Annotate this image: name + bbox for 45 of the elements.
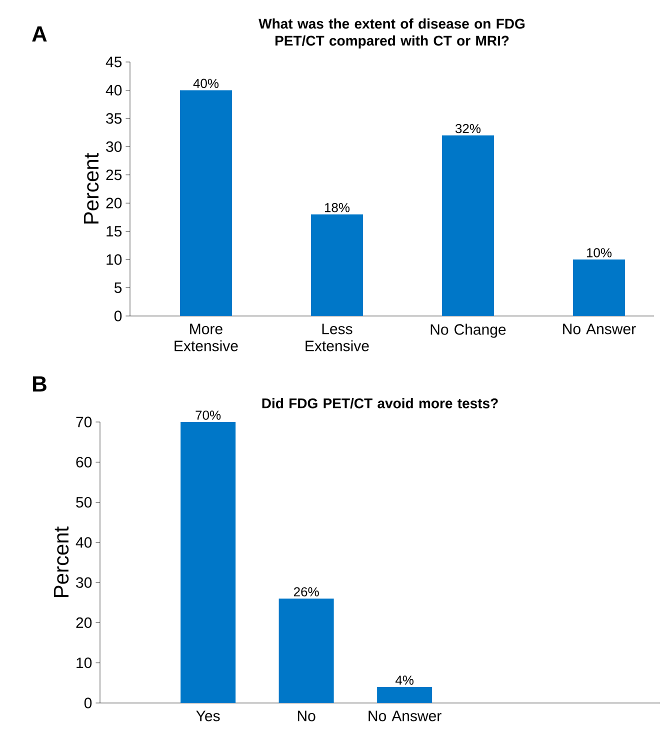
x-tick-label: Yes <box>196 710 220 722</box>
y-tick-label: 10 <box>76 658 92 668</box>
bar <box>377 686 432 703</box>
y-tick-label: 50 <box>76 496 92 508</box>
data-label: 18% <box>324 202 350 212</box>
x-tick-label: No <box>298 710 316 722</box>
y-tick-label: 15 <box>106 226 122 237</box>
bar <box>180 422 236 703</box>
y-tick-label: 5 <box>114 282 122 293</box>
data-label: 40% <box>193 78 219 88</box>
bar <box>310 214 363 316</box>
x-tick-label: More Extensive <box>174 324 238 352</box>
y-axis-title: Percent <box>54 526 69 597</box>
x-tick-label: Less Extensive <box>306 324 369 352</box>
data-label: 70% <box>196 410 221 420</box>
data-label: 26% <box>294 587 319 596</box>
x-tick-label: No Answer <box>368 710 442 722</box>
y-tick-label: 35 <box>106 113 122 124</box>
y-tick-label: 40 <box>76 537 92 548</box>
y-tick-label: 40 <box>106 84 122 96</box>
bar <box>442 135 494 316</box>
y-tick-label: 20 <box>76 617 92 628</box>
y-tick-label: 0 <box>84 698 92 708</box>
y-tick-label: 60 <box>76 456 92 468</box>
y-tick-label: 20 <box>106 198 122 208</box>
data-label: 10% <box>586 248 612 258</box>
bar <box>278 598 334 703</box>
x-tick-label: No Answer <box>563 324 636 334</box>
y-tick-label: 70 <box>76 416 92 428</box>
y-tick-label: 45 <box>106 56 122 68</box>
bar <box>180 90 232 316</box>
y-tick-label: 30 <box>76 577 92 588</box>
chart-title: Did FDG PET/CT avoid more tests? <box>262 398 498 408</box>
data-label: 4% <box>395 676 414 685</box>
y-tick-label: 0 <box>114 310 122 322</box>
y-tick-label: 10 <box>106 254 122 265</box>
data-label: 32% <box>455 124 481 134</box>
y-axis-title: Percent <box>84 152 99 224</box>
x-tick-label: No Change <box>430 324 506 338</box>
y-tick-label: 25 <box>106 170 122 180</box>
chart-title: What was the extent of disease on FDG PET/CT compared with CT or MRI? <box>258 18 525 48</box>
text: A <box>32 26 47 42</box>
text: B <box>33 376 46 392</box>
y-tick-label: 30 <box>106 141 122 152</box>
bar <box>572 260 625 316</box>
